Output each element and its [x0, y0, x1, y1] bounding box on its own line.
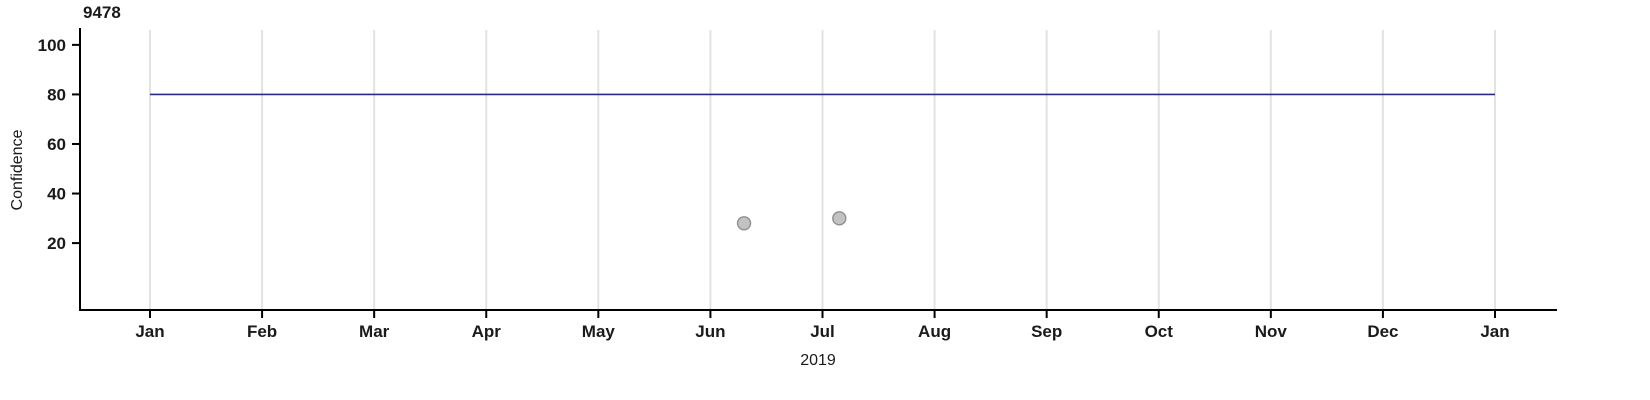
chart-title: 9478	[83, 3, 121, 22]
x-tick-label: Sep	[1031, 322, 1062, 341]
x-tick-label: May	[582, 322, 616, 341]
x-tick-label: Jun	[695, 322, 725, 341]
y-tick-label: 60	[47, 135, 66, 154]
x-tick-label: Oct	[1145, 322, 1174, 341]
data-point	[832, 211, 847, 226]
y-tick-label: 40	[47, 185, 66, 204]
x-tick-label: Dec	[1367, 322, 1398, 341]
x-tick-label: Feb	[247, 322, 277, 341]
x-tick-label: Mar	[359, 322, 390, 341]
y-tick-label: 20	[47, 234, 66, 253]
x-axis-title: 2019	[800, 352, 836, 369]
x-tick-label: Nov	[1255, 322, 1288, 341]
x-tick-label: Jan	[1480, 322, 1509, 341]
x-tick-label: Jul	[810, 322, 835, 341]
x-tick-label: Apr	[472, 322, 502, 341]
x-tick-label: Jan	[135, 322, 164, 341]
y-tick-label: 100	[38, 36, 66, 55]
x-tick-label: Aug	[918, 322, 951, 341]
y-tick-label: 80	[47, 85, 66, 104]
data-point	[736, 216, 752, 231]
